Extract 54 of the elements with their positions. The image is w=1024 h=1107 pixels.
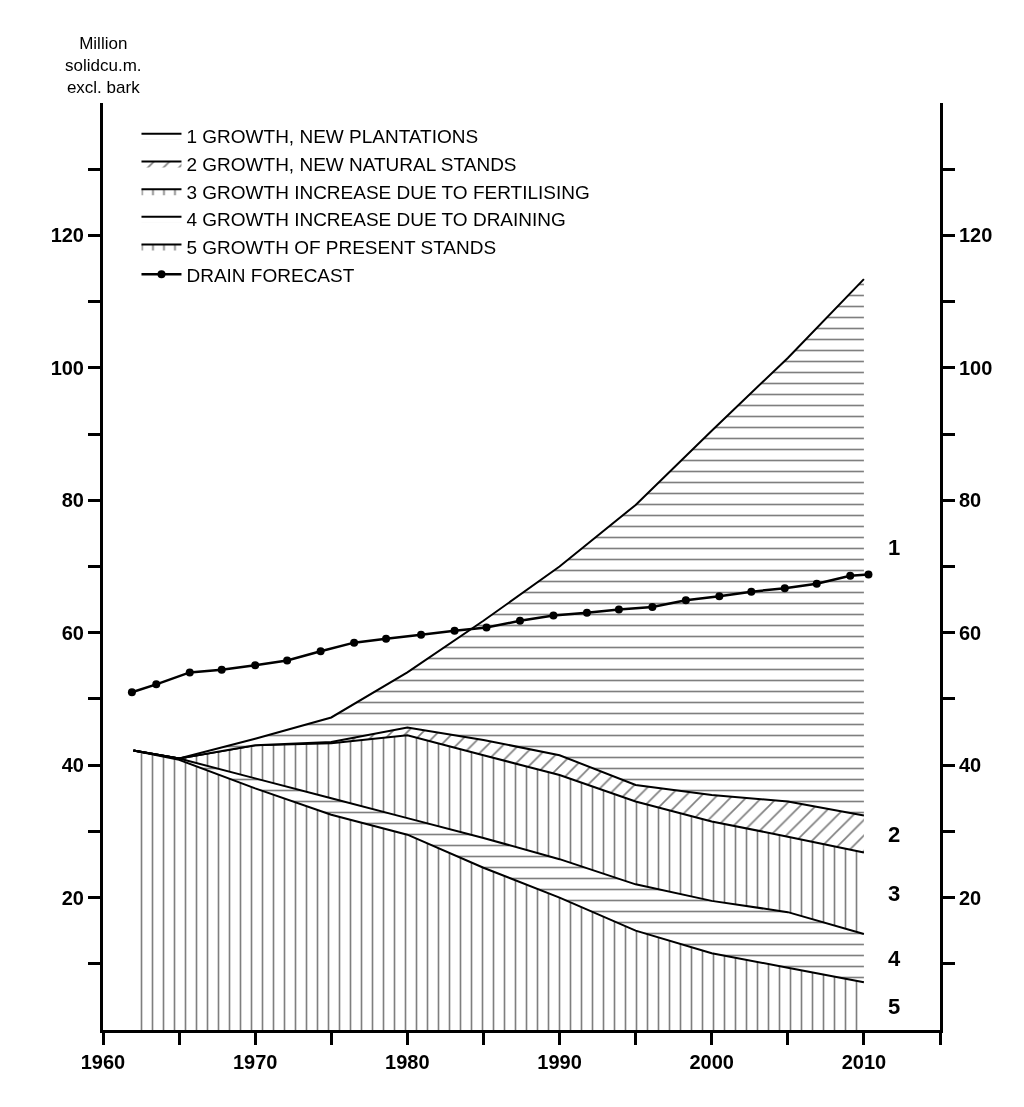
- point: [450, 626, 459, 635]
- x-tick-label: 1980: [385, 1051, 430, 1073]
- point: [251, 661, 260, 670]
- legend-label: 1 GROWTH, NEW PLANTATIONS: [186, 126, 479, 148]
- x-tick-label: 2000: [689, 1051, 734, 1073]
- y2-tick-label: 100: [959, 356, 993, 379]
- point: [127, 688, 136, 697]
- y-tick-label: 80: [61, 489, 84, 512]
- point: [846, 571, 855, 580]
- legend-label: 2 GROWTH, NEW NATURAL STANDS: [186, 153, 517, 175]
- point: [482, 623, 491, 632]
- point: [316, 647, 325, 656]
- point: [217, 665, 226, 674]
- point: [283, 656, 292, 665]
- point: [382, 634, 391, 643]
- annotation: 2: [888, 822, 901, 847]
- point: [614, 605, 623, 614]
- y-tick-label: 40: [61, 754, 84, 777]
- point: [350, 638, 359, 647]
- legend-label: 5 GROWTH OF PRESENT STANDS: [186, 236, 497, 258]
- legend-label: DRAIN FORECAST: [186, 264, 355, 286]
- y-tick-label: 20: [61, 886, 84, 909]
- point: [812, 579, 821, 588]
- x-tick-label: 1970: [232, 1051, 278, 1073]
- legend-label: 4 GROWTH INCREASE DUE TO DRAINING: [186, 209, 566, 231]
- annotation: 3: [888, 881, 901, 906]
- point: [681, 596, 690, 605]
- point: [417, 630, 426, 639]
- y-axis-title: Million solidcu.m. excl. bark: [65, 34, 142, 98]
- y2-tick-label: 20: [959, 886, 982, 909]
- point: [715, 592, 724, 601]
- annotation: 4: [888, 946, 901, 971]
- x-tick-label: 1960: [80, 1051, 126, 1073]
- point: [864, 570, 873, 579]
- legend-label: 3 GROWTH INCREASE DUE TO FERTILISING: [186, 181, 590, 203]
- y-tick-label: 60: [61, 621, 84, 644]
- point: [648, 602, 657, 611]
- point: [747, 587, 756, 596]
- annotation: 1: [888, 535, 901, 560]
- point: [152, 680, 161, 689]
- point: [515, 616, 524, 625]
- y-tick-label: 120: [50, 224, 84, 247]
- y2-tick-label: 80: [959, 489, 982, 512]
- annotation: 5: [888, 994, 901, 1019]
- point: [549, 611, 558, 620]
- point: [582, 608, 591, 617]
- point: [780, 584, 789, 593]
- x-tick-label: 2010: [841, 1051, 887, 1073]
- y-tick-label: 100: [50, 356, 84, 379]
- x-tick-label: 1990: [537, 1051, 582, 1073]
- point: [185, 668, 194, 677]
- y2-tick-label: 60: [959, 621, 982, 644]
- y2-tick-label: 40: [959, 754, 982, 777]
- y2-tick-label: 120: [959, 224, 993, 247]
